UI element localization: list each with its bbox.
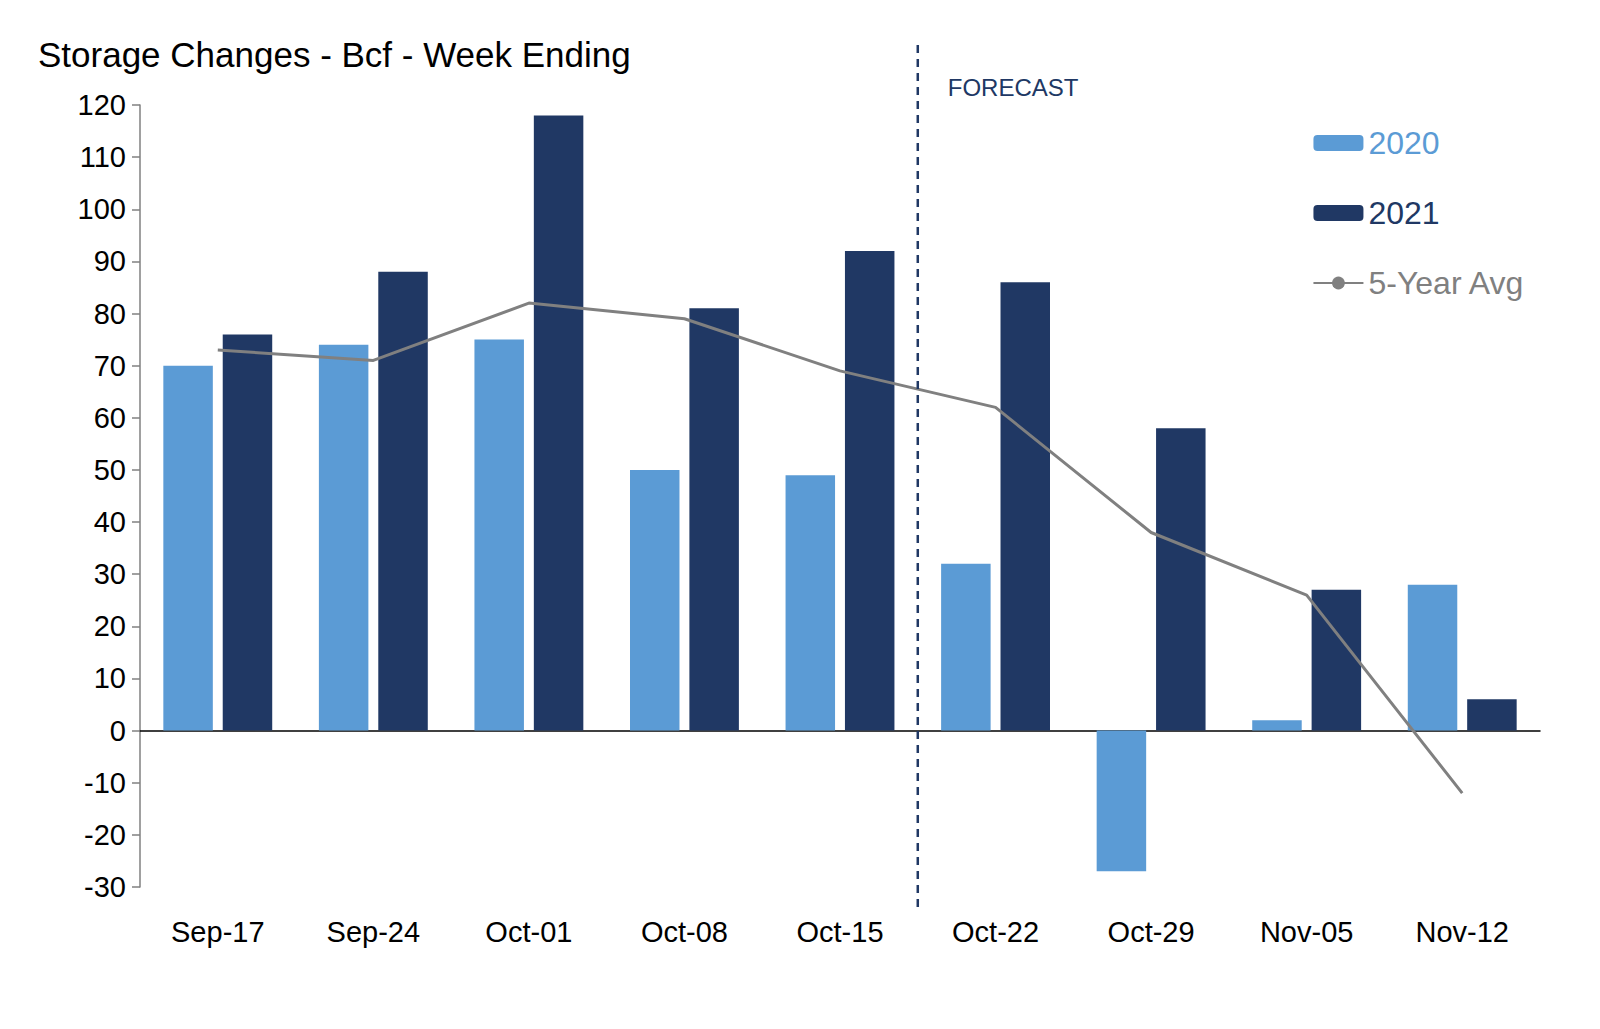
svg-text:Oct-22: Oct-22	[952, 916, 1039, 948]
svg-text:-30: -30	[84, 871, 126, 903]
svg-text:Oct-29: Oct-29	[1108, 916, 1195, 948]
svg-text:80: 80	[94, 298, 126, 330]
svg-text:120: 120	[78, 89, 126, 121]
svg-text:20: 20	[94, 610, 126, 642]
svg-text:0: 0	[110, 715, 126, 747]
svg-text:2021: 2021	[1368, 195, 1439, 231]
svg-text:50: 50	[94, 454, 126, 486]
svg-text:Storage Changes - Bcf - Week E: Storage Changes - Bcf - Week Ending	[38, 35, 631, 74]
svg-text:-10: -10	[84, 767, 126, 799]
svg-text:Oct-08: Oct-08	[641, 916, 728, 948]
svg-text:-20: -20	[84, 819, 126, 851]
svg-text:Oct-15: Oct-15	[796, 916, 883, 948]
svg-text:Sep-17: Sep-17	[171, 916, 265, 948]
svg-text:90: 90	[94, 245, 126, 277]
svg-text:60: 60	[94, 402, 126, 434]
svg-text:10: 10	[94, 662, 126, 694]
svg-text:70: 70	[94, 350, 126, 382]
svg-text:Nov-12: Nov-12	[1415, 916, 1509, 948]
svg-text:5-Year Avg: 5-Year Avg	[1368, 265, 1523, 301]
svg-text:2020: 2020	[1368, 125, 1439, 161]
svg-text:Oct-01: Oct-01	[485, 916, 572, 948]
svg-text:100: 100	[78, 193, 126, 225]
svg-text:30: 30	[94, 558, 126, 590]
svg-text:FORECAST: FORECAST	[948, 74, 1079, 101]
svg-text:Sep-24: Sep-24	[327, 916, 421, 948]
svg-text:110: 110	[80, 141, 126, 173]
svg-text:40: 40	[94, 506, 126, 538]
svg-text:Nov-05: Nov-05	[1260, 916, 1354, 948]
